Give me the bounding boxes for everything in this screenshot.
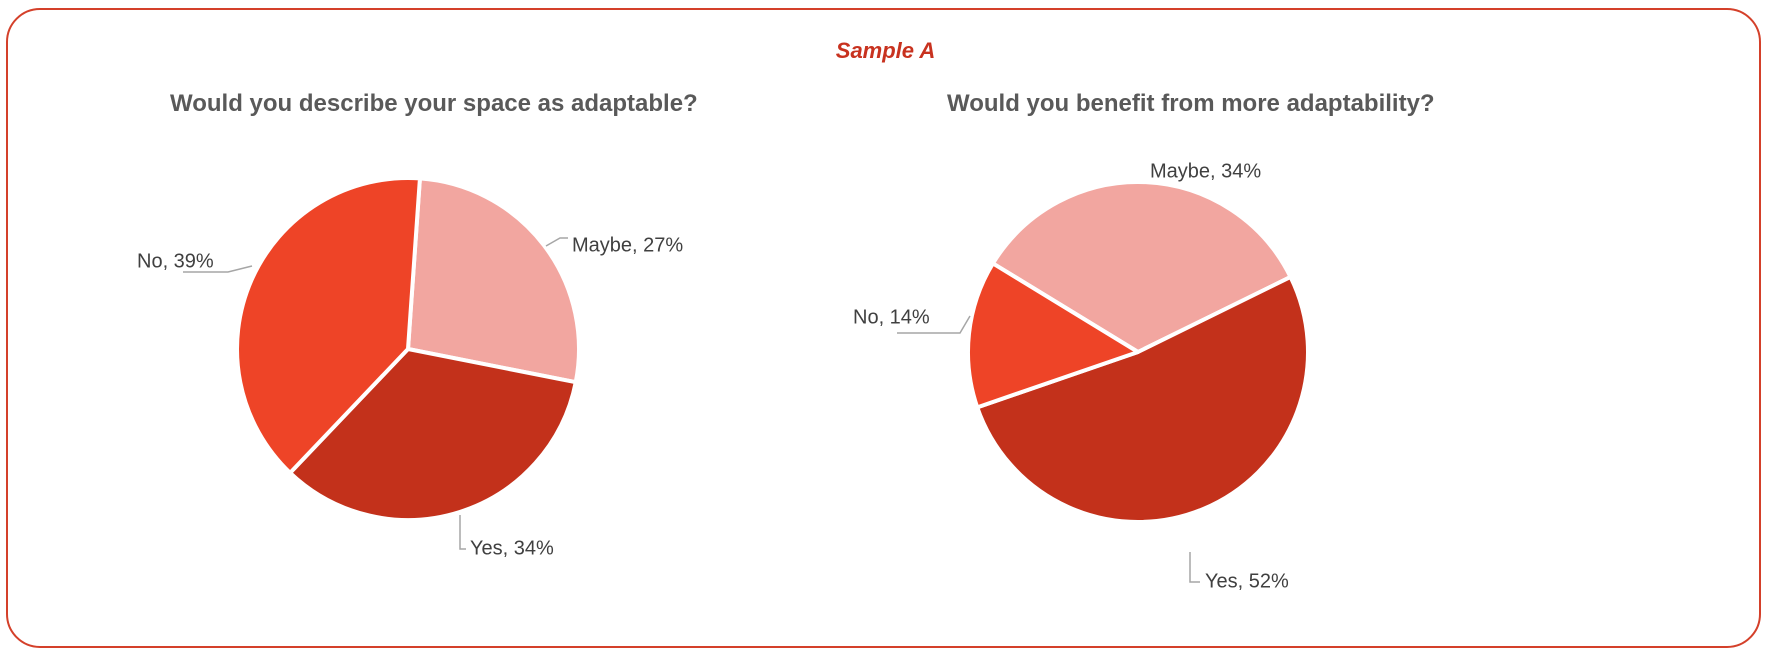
- pie2-leader-line-no: [897, 315, 971, 334]
- pie2-slice-maybe: [990, 180, 1293, 354]
- pie1-label-maybe: Maybe, 27%: [572, 234, 683, 256]
- pie2-leader-line-yes: [1189, 552, 1200, 583]
- pie2-label-yes: Yes, 52%: [1205, 570, 1289, 592]
- pie2-label-no: No, 14%: [853, 306, 930, 328]
- pie1-leader-line-maybe: [545, 237, 568, 247]
- pie1-leader-line-no: [183, 265, 253, 273]
- pie1-label-no: No, 39%: [137, 250, 214, 272]
- pie2-slice-no: [966, 261, 1140, 410]
- pie1-label-yes: Yes, 34%: [470, 537, 554, 559]
- pie1-slice-maybe: [406, 176, 581, 385]
- pie1-slice-no: [235, 176, 422, 475]
- pie1-leader-line-yes: [459, 515, 466, 550]
- pie1-slice-yes: [288, 347, 578, 522]
- pie2-label-maybe: Maybe, 34%: [1150, 160, 1261, 182]
- sample-title: Sample A: [835, 38, 936, 63]
- pie-chart-2-title: Would you benefit from more adaptability…: [947, 90, 1435, 117]
- pie2-slice-yes: [975, 274, 1310, 524]
- pie-chart-1-title: Would you describe your space as adaptab…: [170, 90, 698, 117]
